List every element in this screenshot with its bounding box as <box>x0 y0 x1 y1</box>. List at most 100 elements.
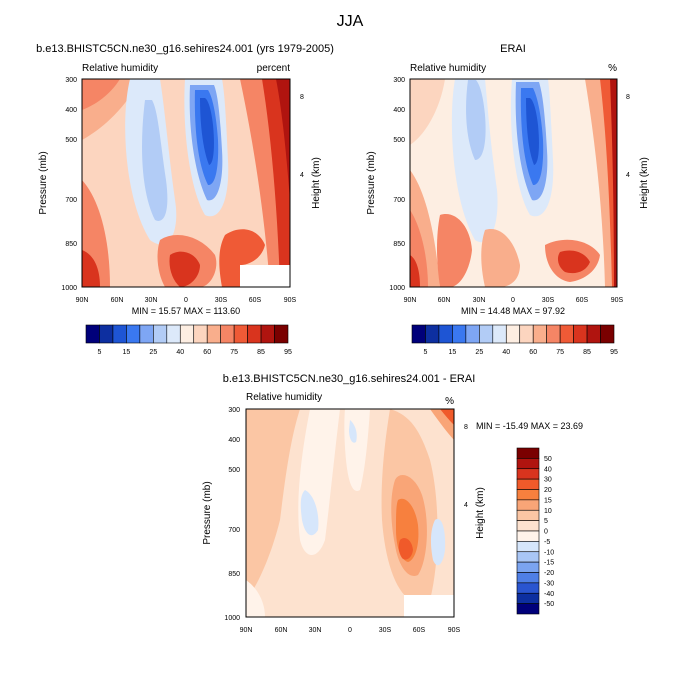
colorbar-swatch <box>516 458 540 470</box>
x-tick: 60N <box>111 297 124 304</box>
colorbar-swatch <box>600 324 615 344</box>
colorbar-label: 25 <box>149 349 157 356</box>
colorbar-swatch <box>492 324 507 344</box>
y-tick: 400 <box>228 437 240 444</box>
colorbar-label: 40 <box>176 349 184 356</box>
colorbar-swatch <box>452 324 467 344</box>
y-axis-right: 8 4 <box>626 94 630 179</box>
x-tick: 30S <box>542 297 555 304</box>
y2-tick: 8 <box>626 94 630 101</box>
x-tick: 30S <box>379 627 392 634</box>
colorbar-label: 15 <box>123 349 131 356</box>
x-tick: 60N <box>275 627 288 634</box>
x-tick: 0 <box>511 297 515 304</box>
units-label: % <box>445 396 454 407</box>
colorbar-label: 60 <box>529 349 537 356</box>
y-tick: 300 <box>228 407 240 414</box>
stats-label: MIN = 15.57 MAX = 113.60 <box>132 306 240 316</box>
colorbar-swatch <box>516 592 540 604</box>
y2-tick: 4 <box>626 172 630 179</box>
panel-difference: b.e13.BHISTC5CN.ne30_g16.sehires24.001 -… <box>202 373 583 634</box>
colorbar-swatch <box>505 324 521 344</box>
panel-erai: ERAI Relative humidity % 300 400 <box>366 43 650 356</box>
colorbar-swatch <box>126 324 141 344</box>
y-tick: 1000 <box>389 285 405 292</box>
y-axis-label: Pressure (mb) <box>38 151 49 214</box>
stats-label: MIN = 14.48 MAX = 97.92 <box>461 306 565 316</box>
x-axis: 90N 60N 30N 0 30S 60S 90S <box>76 297 297 304</box>
colorbar-label: 5 <box>544 518 548 525</box>
colorbar-swatch <box>85 324 100 344</box>
y-tick: 700 <box>393 197 405 204</box>
panel-title: ERAI <box>500 43 526 55</box>
colorbar-label: 20 <box>544 487 552 494</box>
colorbar-label: -15 <box>544 560 554 567</box>
x-tick: 90S <box>284 297 297 304</box>
colorbar-swatch <box>139 324 154 344</box>
x-axis: 90N 60N 30N 0 30S 60S 90S <box>240 627 461 634</box>
y2-axis-label: Height (km) <box>639 157 650 209</box>
x-tick: 90S <box>448 627 461 634</box>
colorbar-swatch <box>516 603 540 615</box>
y-tick: 300 <box>393 77 405 84</box>
y-tick: 850 <box>65 241 77 248</box>
colorbar-label: 85 <box>257 349 265 356</box>
colorbar-swatch <box>179 324 195 344</box>
figure-title: JJA <box>337 13 364 30</box>
x-tick: 90S <box>611 297 624 304</box>
y-axis-left: 300 400 500 700 850 1000 <box>389 77 405 292</box>
colorbar-label: 5 <box>98 349 102 356</box>
colorbar-swatch <box>559 324 574 344</box>
colorbar-swatch <box>112 324 127 344</box>
colorbar-swatch <box>586 324 601 344</box>
x-tick: 60N <box>438 297 451 304</box>
colorbar-swatch <box>438 324 453 344</box>
colorbar-label: -40 <box>544 591 554 598</box>
x-tick: 90N <box>76 297 89 304</box>
colorbar: 5 15 25 40 60 75 85 95 <box>411 324 618 356</box>
colorbar-swatch <box>516 551 540 563</box>
y-tick: 500 <box>65 137 77 144</box>
colorbar-label: 95 <box>610 349 618 356</box>
y-tick: 400 <box>393 107 405 114</box>
y2-axis-label: Height (km) <box>475 487 486 539</box>
contour-field <box>410 79 617 287</box>
x-tick: 30N <box>145 297 158 304</box>
y-axis-left: 300 400 500 700 850 1000 <box>224 407 240 622</box>
contour-field <box>82 79 290 287</box>
colorbar-swatch <box>465 324 480 344</box>
colorbar-label: 30 <box>544 477 552 484</box>
y-tick: 700 <box>228 527 240 534</box>
colorbar-swatch <box>516 572 540 584</box>
colorbar-swatch <box>99 324 114 344</box>
colorbar-swatch <box>479 324 494 344</box>
colorbar: 5 15 25 40 60 75 85 95 <box>85 324 292 356</box>
y2-tick: 4 <box>464 502 468 509</box>
x-tick: 30N <box>473 297 486 304</box>
colorbar-label: -10 <box>544 549 554 556</box>
x-tick: 60S <box>576 297 589 304</box>
y-axis-label: Pressure (mb) <box>202 481 213 544</box>
y-tick: 850 <box>393 241 405 248</box>
colorbar-label: 5 <box>424 349 428 356</box>
x-tick: 30N <box>309 627 322 634</box>
y2-tick: 8 <box>464 424 468 431</box>
colorbar-swatch <box>516 447 540 459</box>
x-axis: 90N 60N 30N 0 30S 60S 90S <box>404 297 624 304</box>
colorbar-swatch <box>425 324 440 344</box>
colorbar-swatch <box>573 324 588 344</box>
colorbar-label: 15 <box>544 497 552 504</box>
colorbar-swatch <box>516 582 540 594</box>
x-tick: 30S <box>215 297 228 304</box>
x-tick: 90N <box>404 297 417 304</box>
y2-tick: 4 <box>300 172 304 179</box>
colorbar-swatch <box>247 324 262 344</box>
colorbar-swatch <box>516 561 540 573</box>
y2-axis-label: Height (km) <box>311 157 322 209</box>
colorbar-label: 60 <box>203 349 211 356</box>
colorbar-swatch <box>516 509 540 521</box>
x-tick: 90N <box>240 627 253 634</box>
colorbar-swatch <box>516 468 540 480</box>
colorbar-label: -20 <box>544 570 554 577</box>
